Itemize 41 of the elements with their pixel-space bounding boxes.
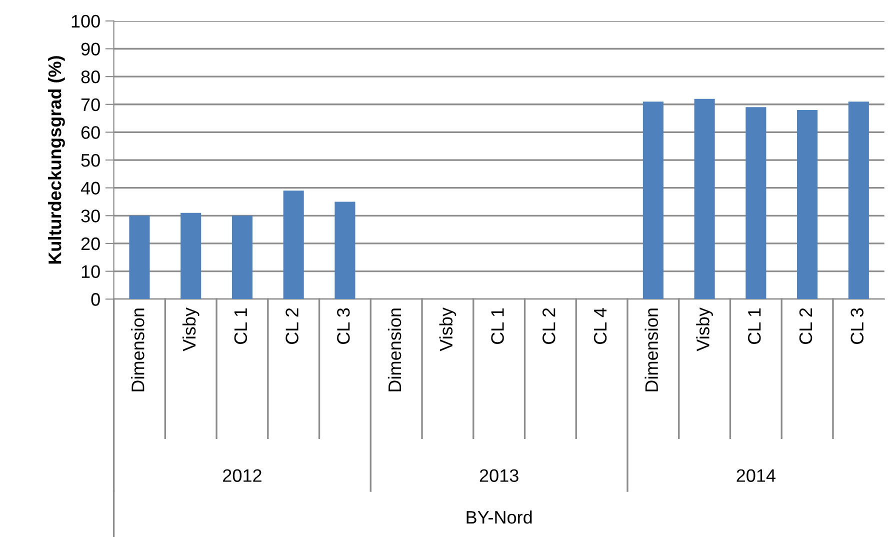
- y-tick-label: 70: [81, 98, 100, 112]
- x-tick-label: Dimension: [644, 308, 658, 392]
- bar: [746, 107, 766, 300]
- text: BY-Nord: [466, 510, 532, 524]
- bar: [129, 216, 150, 300]
- text: 2013: [480, 469, 518, 482]
- y-tick-label: 90: [81, 42, 100, 56]
- x-tick-label: CL 1: [748, 308, 761, 344]
- bar: [232, 216, 252, 300]
- x-tick-label: CL 1: [234, 308, 248, 344]
- text: 2014: [736, 469, 776, 482]
- x-tick-label: Dimension: [131, 308, 144, 392]
- y-tick-label: 20: [81, 237, 100, 250]
- x-tick-label: CL 4: [594, 308, 607, 344]
- bar: [283, 190, 304, 300]
- bar: [642, 102, 664, 300]
- x-tick-label: CL 2: [799, 308, 812, 344]
- y-tick-label: 40: [80, 182, 100, 195]
- y-tick-label: 10: [82, 265, 100, 278]
- x-tick-label: CL 2: [542, 308, 556, 344]
- bar: [848, 102, 869, 300]
- x-tick-label: CL 2: [286, 308, 298, 344]
- bar: [694, 98, 715, 300]
- y-tick-label: 50: [81, 154, 100, 167]
- bar: [180, 212, 202, 300]
- y-tick-label: 80: [81, 70, 100, 84]
- y-tick-label: 0: [91, 293, 100, 306]
- y-tick-label: 60: [81, 126, 100, 139]
- x-tick-label: Visby: [182, 307, 200, 352]
- x-tick-label: Visby: [696, 307, 713, 352]
- x-tick-label: CL 3: [337, 308, 350, 344]
- x-tick-label: Dimension: [388, 308, 402, 392]
- x-tick-label: Visby: [439, 307, 456, 352]
- y-axis-title: Kulturdeckungsgrad (%): [48, 56, 65, 264]
- bar: [334, 202, 356, 300]
- y-tick-label: 100: [72, 14, 100, 28]
- x-tick-label: CL 3: [850, 308, 864, 344]
- bar: [797, 110, 818, 300]
- text: 2012: [223, 469, 262, 482]
- x-tick-label: CL 1: [491, 308, 504, 344]
- y-tick-label: 30: [81, 210, 100, 222]
